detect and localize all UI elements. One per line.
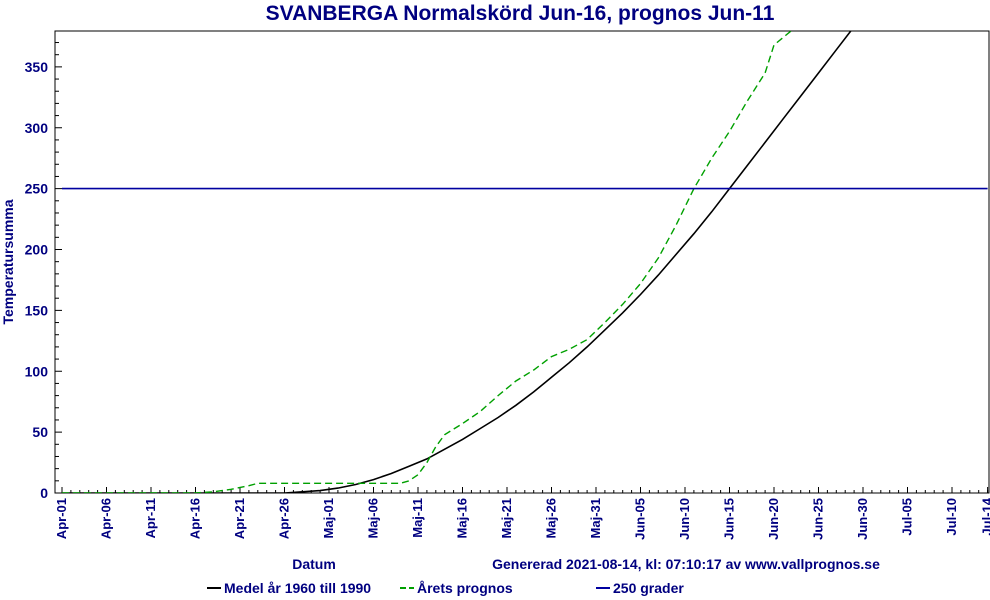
legend-label-1: Årets prognos (417, 580, 513, 596)
y-axis-label: Temperatursumma (0, 199, 16, 324)
x-tick-label: Jul-05 (900, 498, 915, 536)
x-tick-label: Jun-15 (722, 498, 737, 540)
y-tick-label: 50 (32, 424, 48, 440)
x-tick-label: Jul-10 (944, 498, 959, 536)
x-tick-label: Maj-31 (588, 498, 603, 538)
x-tick-label: Apr-21 (232, 498, 247, 539)
x-tick-label: Maj-16 (455, 498, 470, 538)
x-tick-label: Apr-26 (277, 498, 292, 539)
x-tick-label: Jun-10 (677, 498, 692, 540)
x-tick-label: Apr-16 (188, 498, 203, 539)
x-tick-label: Apr-11 (143, 498, 158, 538)
series-layer (62, 31, 988, 493)
x-tick-label: Jun-25 (811, 498, 826, 540)
x-tick-label: Maj-01 (321, 498, 336, 538)
footer-generated-text: Genererad 2021-08-14, kl: 07:10:17 av ww… (492, 556, 880, 572)
x-tick-label: Jun-20 (766, 498, 781, 540)
y-axis: 0 50 100 150 200 250 300 350 (25, 59, 62, 501)
x-tick-label: Maj-21 (499, 498, 514, 538)
y-tick-label: 100 (25, 363, 49, 379)
legend: Medel år 1960 till 1990 Årets prognos 250 … (207, 580, 684, 596)
x-axis-label: Datum (292, 556, 336, 572)
y-tick-label: 300 (25, 120, 49, 136)
x-tick-label: Maj-11 (410, 498, 425, 538)
x-tick-label: Maj-06 (366, 498, 381, 538)
chart-title: SVANBERGA Normalskörd Jun-16, prognos Ju… (266, 2, 775, 25)
x-tick-label: Jun-05 (633, 498, 648, 540)
legend-label-2: 250 grader (613, 580, 684, 596)
x-tick-label: Jul-14 (980, 497, 990, 535)
y-minor-ticks (55, 42, 59, 482)
x-tick-label: Apr-01 (54, 498, 69, 539)
x-tick-label: Maj-26 (544, 498, 559, 538)
x-axis: Apr-01 Apr-06 Apr-11 Apr-16 Apr-21 Apr-26 Maj-… (54, 487, 990, 540)
legend-label-0: Medel år 1960 till 1990 (224, 580, 371, 596)
series-line-1 (62, 31, 793, 493)
y-tick-label: 200 (25, 242, 49, 258)
y-tick-label: 150 (25, 302, 49, 318)
x-tick-label: Jun-30 (855, 498, 870, 540)
y-tick-label: 0 (40, 485, 48, 501)
y-tick-label: 250 (25, 181, 49, 197)
series-line-0 (62, 31, 852, 493)
x-tick-label: Apr-06 (99, 498, 114, 539)
y-tick-label: 350 (25, 59, 49, 75)
